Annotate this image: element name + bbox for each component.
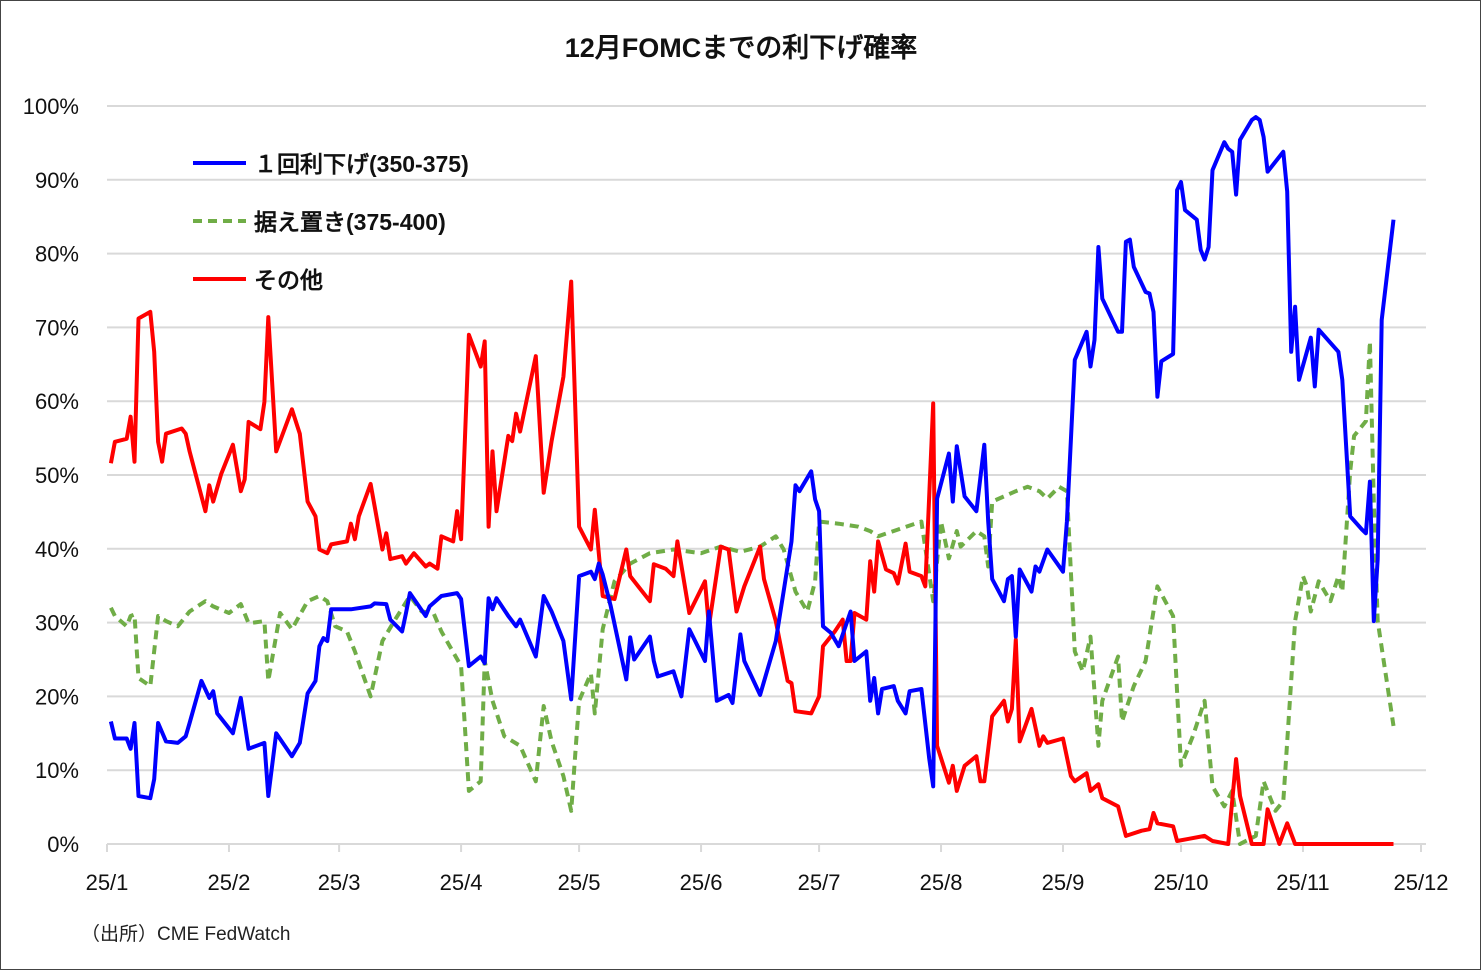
x-tick-label: 25/7 bbox=[798, 870, 841, 895]
y-tick-label: 70% bbox=[35, 315, 79, 340]
y-tick-label: 30% bbox=[35, 611, 79, 636]
legend-label: その他 bbox=[254, 267, 323, 293]
gridlines bbox=[107, 105, 1426, 772]
chart-title: 12月FOMCまでの利下げ確率 bbox=[565, 32, 918, 63]
x-tick-label: 25/2 bbox=[208, 870, 251, 895]
y-tick-label: 20% bbox=[35, 684, 79, 709]
legend-label: 据え置き(375-400) bbox=[254, 209, 446, 235]
y-tick-label: 50% bbox=[35, 463, 79, 488]
y-tick-label: 100% bbox=[23, 94, 79, 119]
x-tick-label: 25/4 bbox=[440, 870, 483, 895]
y-tick-label: 90% bbox=[35, 168, 79, 193]
legend-label: １回利下げ(350-375) bbox=[254, 151, 469, 177]
y-tick-label: 0% bbox=[47, 832, 79, 857]
series-lines bbox=[108, 115, 1396, 846]
x-axis: 25/1 25/2 25/3 25/4 25/5 25/6 25/7 25/8 25/9 25/1… bbox=[86, 843, 1449, 895]
legend: １回利下げ(350-375) 据え置き(375-400) その他 bbox=[193, 151, 469, 293]
y-tick-label: 80% bbox=[35, 242, 79, 267]
y-tick-label: 60% bbox=[35, 389, 79, 414]
x-tick-label: 25/11 bbox=[1276, 870, 1329, 895]
y-tick-label: 10% bbox=[35, 758, 79, 783]
series-line-2 bbox=[109, 339, 1396, 846]
series-line-1 bbox=[108, 115, 1396, 801]
x-tick-label: 25/1 bbox=[86, 870, 129, 895]
x-tick-label: 25/8 bbox=[920, 870, 963, 895]
x-tick-label: 25/10 bbox=[1153, 870, 1208, 895]
x-tick-label: 25/6 bbox=[680, 870, 723, 895]
y-axis-ticks: 0% 10% 20% 30% 40% 50% 60% 70% 80% 90% 100% bbox=[23, 94, 79, 857]
source-note: （出所）CME FedWatch bbox=[81, 923, 290, 945]
x-tick-label: 25/9 bbox=[1042, 870, 1085, 895]
series-line-3 bbox=[108, 279, 1394, 846]
x-tick-label: 25/5 bbox=[558, 870, 601, 895]
x-tick-label: 25/12 bbox=[1393, 870, 1448, 895]
x-tick-label: 25/3 bbox=[318, 870, 361, 895]
y-tick-label: 40% bbox=[35, 537, 79, 562]
